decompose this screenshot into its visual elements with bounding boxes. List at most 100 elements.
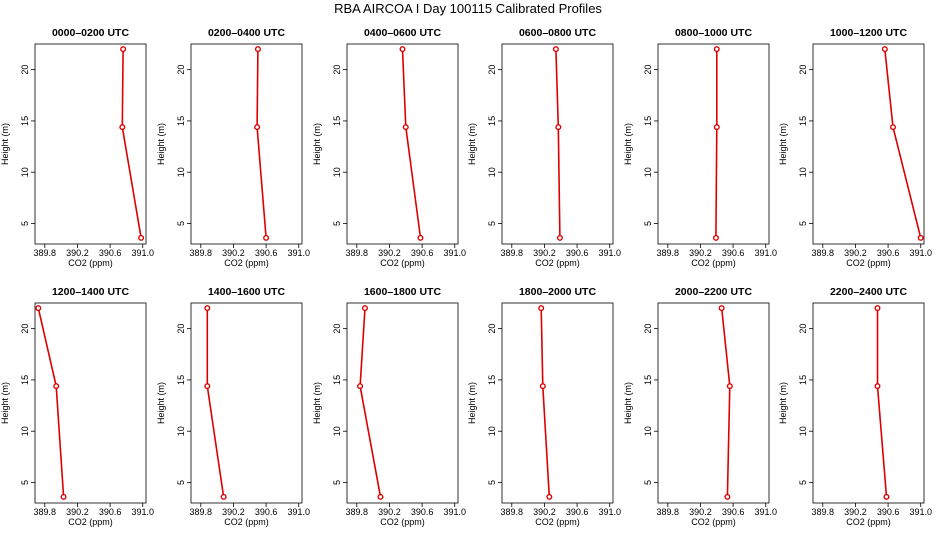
panel-8-y-tick-label: 5 [176,480,186,485]
panel-12-x-tick-label: 391.0 [909,507,932,517]
panel-2-y-tick-label: 10 [176,167,186,177]
panel-4-data-point [555,124,562,131]
panel-12-data-point [874,305,881,312]
panel-7-data-point [35,305,42,312]
panel-8-y-tick-label: 20 [176,324,186,334]
panel-12-data-point [883,493,890,500]
panel-3-y-axis-label: Height (m) [312,123,322,165]
panel-3-x-tick-label: 391.0 [443,248,466,258]
panel-6-x-tick-label: 390.2 [844,248,867,258]
panel-6-profile-line [884,49,922,238]
panel-9-y-tick-label: 10 [332,426,342,436]
panel-1-x-tick-label: 390.6 [99,248,122,258]
panel-12-y-tick-label: 15 [798,375,808,385]
panel-1-data-point [120,46,127,53]
panel-2-x-axis-label: CO2 (ppm) [224,258,269,268]
panel-11-y-axis-label: Height (m) [623,382,633,424]
panel-8-x-tick-label: 390.6 [255,507,278,517]
panel-12-y-tick-label: 20 [798,324,808,334]
panel-11-y-tick-label: 20 [643,324,653,334]
panel-7-y-tick-label: 20 [20,324,30,334]
panel-8-data-point [204,305,211,312]
panel-9-y-tick-label: 5 [332,480,342,485]
panel-8-data-point [204,383,211,390]
panel-9-x-tick-label: 391.0 [443,507,466,517]
panel-3-title: 0400–0600 UTC [364,27,441,39]
panel-11-x-tick-label: 389.8 [657,507,680,517]
panel-5-y-tick-label: 10 [643,167,653,177]
panel-1-profile-line [121,49,142,238]
panel-10-profile-line [540,308,551,497]
panel-10-title: 1800–2000 UTC [519,286,596,298]
panel-11-y-tick-label: 5 [643,480,653,485]
panel-2-profile-line [256,49,267,238]
panel-1-y-tick-label: 20 [20,65,30,75]
panel-1-x-tick-label: 389.8 [34,248,57,258]
panel-3-data-point [399,46,406,53]
panel-3-y-tick-label: 15 [332,116,342,126]
panel-2-y-axis-label: Height (m) [156,123,166,165]
panel-11-x-tick-label: 390.2 [689,507,712,517]
panel-9-profile-line [359,308,382,497]
panel-3-y-tick-label: 5 [332,221,342,226]
panel-6-y-tick-label: 20 [798,65,808,75]
panel-2-x-tick-label: 389.8 [190,248,213,258]
panel-7-y-tick-label: 5 [20,480,30,485]
panel-1-plot-frame [34,43,147,245]
panel-3-plot-frame [346,43,459,245]
panel-10-x-axis-label: CO2 (ppm) [535,517,580,527]
panel-12-x-tick-label: 390.6 [877,507,900,517]
panel-10-y-axis-label: Height (m) [467,382,477,424]
panel-5-x-tick-label: 391.0 [754,248,777,258]
panel-11-data-point [726,383,733,390]
panel-3-y-tick-label: 10 [332,167,342,177]
panel-6-plot-frame [812,43,925,245]
panel-12-y-tick-label: 5 [798,480,808,485]
panel-4-x-tick-label: 391.0 [598,248,621,258]
panel-7-y-tick-label: 15 [20,375,30,385]
panel-7-x-tick-label: 391.0 [131,507,154,517]
panel-5-title: 0800–1000 UTC [675,27,752,39]
panel-1-data-point [138,234,145,241]
panel-12-x-tick-label: 390.2 [844,507,867,517]
panel-8-y-tick-label: 10 [176,426,186,436]
panel-1-y-tick-label: 10 [20,167,30,177]
panel-9-y-axis-label: Height (m) [312,382,322,424]
panel-2-y-tick-label: 15 [176,116,186,126]
panel-7-y-axis-label: Height (m) [0,382,10,424]
panel-8-x-tick-label: 389.8 [190,507,213,517]
panel-5-x-axis-label: CO2 (ppm) [691,258,736,268]
panel-2-x-tick-label: 390.2 [222,248,245,258]
panel-2-x-tick-label: 391.0 [287,248,310,258]
panel-5-data-point [713,124,720,131]
panel-2-x-tick-label: 390.6 [255,248,278,258]
panel-4-x-tick-label: 389.8 [501,248,524,258]
panel-1-x-tick-label: 391.0 [131,248,154,258]
figure-title: RBA AIRCOA I Day 100115 Calibrated Profi… [334,1,602,16]
panel-5-profile-line [715,49,718,238]
panel-10-y-tick-label: 15 [487,375,497,385]
panel-12-y-axis-label: Height (m) [778,382,788,424]
panel-5-y-tick-label: 15 [643,116,653,126]
panel-4-x-tick-label: 390.6 [566,248,589,258]
panel-8-y-axis-label: Height (m) [156,382,166,424]
panel-10-x-tick-label: 391.0 [598,507,621,517]
panel-2-y-tick-label: 5 [176,221,186,226]
panel-9-data-point [361,305,368,312]
panel-11-x-tick-label: 391.0 [754,507,777,517]
panel-10-y-tick-label: 10 [487,426,497,436]
panel-4-y-tick-label: 5 [487,221,497,226]
panel-3-data-point [402,124,409,131]
panel-4-y-axis-label: Height (m) [467,123,477,165]
panel-8-title: 1400–1600 UTC [208,286,285,298]
panel-11-data-point [724,493,731,500]
panel-11-y-tick-label: 10 [643,426,653,436]
panel-5-data-point [712,234,719,241]
panel-8-x-axis-label: CO2 (ppm) [224,517,269,527]
panel-9-x-tick-label: 390.2 [378,507,401,517]
panel-5-x-tick-label: 389.8 [657,248,680,258]
panel-3-profile-line [401,49,422,238]
panel-8-x-tick-label: 390.2 [222,507,245,517]
panel-4-y-tick-label: 10 [487,167,497,177]
